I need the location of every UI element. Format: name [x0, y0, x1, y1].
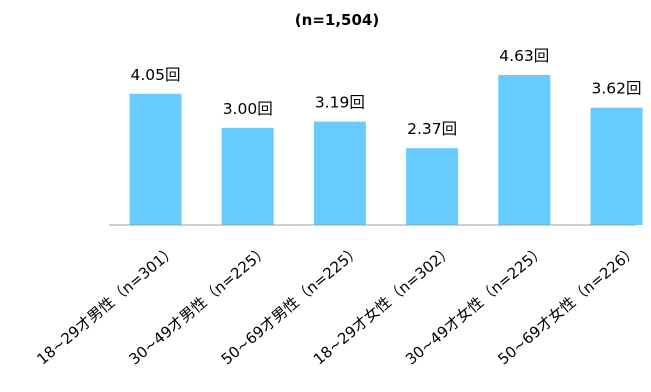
data-label-2: 3.00回	[223, 100, 273, 118]
data-labels-group: 4.05回 3.00回 3.19回 2.37回 4.63回 3.62回	[130, 47, 641, 138]
bar-3	[313, 121, 366, 225]
bar-4	[406, 148, 459, 225]
bar-6	[590, 107, 643, 225]
data-label-6: 3.62回	[591, 80, 641, 98]
bar-2	[221, 127, 274, 225]
data-label-1: 4.05回	[130, 66, 180, 84]
x-tick-labels-group: 18~29才男性（n=301）30~49才男性（n=225）50~69才男性（n…	[33, 241, 641, 368]
bars-group	[129, 75, 643, 225]
chart-title: (n=1,504)	[295, 11, 379, 29]
bar-5	[498, 75, 551, 225]
data-label-3: 3.19回	[315, 94, 365, 112]
bar-1	[129, 93, 182, 225]
data-label-4: 2.37回	[407, 120, 457, 138]
data-label-5: 4.63回	[499, 47, 549, 65]
